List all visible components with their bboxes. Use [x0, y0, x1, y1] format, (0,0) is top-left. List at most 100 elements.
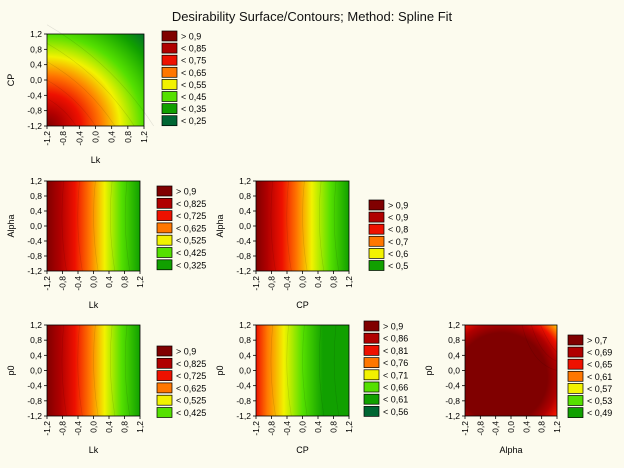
chart-4-legend-label: < 0,825 [176, 359, 206, 369]
chart-5-surface [256, 325, 349, 416]
chart-4-surface [47, 325, 140, 416]
chart-6-y-tick: -0,4 [445, 381, 460, 391]
chart-1-legend: > 0,9 < 0,85 < 0,75 < 0,65 < 0,55 < 0,45 < 0,3… [161, 30, 206, 126]
chart-2-legend-label: > 0,9 [176, 187, 196, 197]
chart-1-y-tick: 0,8 [30, 44, 42, 54]
chart-5-y-tick: 0,8 [239, 335, 251, 345]
chart-2-x-tick: 0,4 [104, 276, 114, 288]
chart-2-x-tick: 0,0 [89, 276, 99, 288]
chart-3-y-tick: 1,2 [239, 176, 251, 186]
chart-1-x-tick: -0,4 [74, 131, 84, 146]
chart-2-x-tick: -0,8 [58, 276, 68, 291]
chart-3-legend-swatch [368, 223, 385, 235]
chart-1-x-tick: 0,8 [123, 131, 133, 143]
chart-2-x-tick: 0,8 [120, 276, 130, 288]
chart-3-x-label: CP [296, 300, 309, 310]
chart-1-legend-swatch [161, 54, 178, 66]
chart-1-legend-swatch [161, 30, 178, 42]
chart-4-y-tick: 0,0 [30, 366, 42, 376]
chart-5-legend-label: < 0,76 [383, 358, 408, 368]
chart-1-legend-label: < 0,45 [181, 92, 206, 102]
chart-6-y-tick: 0,4 [448, 350, 460, 360]
chart-4-y-tick: -0,4 [27, 381, 42, 391]
chart-3-y-tick: -0,8 [236, 251, 251, 261]
chart-6-y-tick: 1,2 [448, 320, 460, 330]
chart-1-legend-label: > 0,9 [181, 32, 201, 42]
chart-1-y-label: CP [6, 74, 16, 87]
chart-3: -1,2-1,2 -0,8 -0,8 -0,4 -0,4 0,0 0,0 0,4 0,4 0,8 0… [215, 176, 408, 310]
chart-3-y-tick: -1,2 [236, 266, 251, 276]
chart-1-x-tick: 0,0 [91, 131, 101, 143]
chart-1-legend-swatch [161, 42, 178, 54]
chart-4-x-tick: -0,4 [73, 421, 83, 436]
chart-6-legend-swatch [567, 407, 584, 418]
chart-5-x-tick: 0,4 [313, 421, 323, 433]
figure-title: Desirability Surface/Contours; Method: S… [171, 9, 453, 24]
chart-5-legend-label: < 0,81 [383, 346, 408, 356]
chart-5-legend-swatch [363, 381, 380, 393]
chart-5-legend-label: < 0,61 [383, 395, 408, 405]
chart-2-legend-label: < 0,525 [176, 236, 206, 246]
chart-6-legend-swatch [567, 334, 584, 346]
chart-6-legend-label: > 0,7 [587, 336, 607, 346]
chart-2-legend-swatch [156, 247, 173, 258]
chart-2-x-tick: 1,2 [135, 276, 145, 288]
chart-4-legend-label: < 0,425 [176, 408, 206, 418]
chart-5-x-tick: -0,4 [282, 421, 292, 436]
chart-4-legend-swatch [156, 407, 173, 418]
chart-2-x-label: Lk [89, 300, 99, 310]
chart-4-x-tick: -0,8 [58, 421, 68, 436]
chart-1-x-tick: 0,4 [107, 131, 117, 143]
chart-5-y-label: p0 [215, 365, 225, 375]
chart-4-y-tick: -0,8 [27, 396, 42, 406]
chart-3-x-tick: 0,8 [329, 276, 339, 288]
chart-5-x-tick: 1,2 [344, 421, 354, 433]
chart-3-legend-label: < 0,6 [388, 249, 408, 259]
chart-6-x-tick: 0,4 [521, 421, 531, 433]
chart-1-y-tick: -0,8 [27, 106, 42, 116]
chart-5: -1,2-1,2 -0,8 -0,8 -0,4 -0,4 0,0 0,0 0,4 0,4 0,8 0… [215, 320, 408, 455]
chart-5-x-tick: -0,8 [267, 421, 277, 436]
chart-6-x-tick: -0,8 [475, 421, 485, 436]
chart-2-y-tick: -1,2 [27, 266, 42, 276]
chart-5-legend-swatch [363, 345, 380, 356]
chart-4-x-tick: -1,2 [42, 421, 52, 436]
chart-4-y-tick: 0,8 [30, 335, 42, 345]
chart-2-legend-label: < 0,825 [176, 199, 206, 209]
chart-5-y-tick: 0,0 [239, 366, 251, 376]
chart-1-y-tick: -0,4 [27, 90, 42, 100]
chart-4-legend-swatch [156, 382, 173, 394]
chart-6-legend-label: < 0,65 [587, 360, 612, 370]
chart-3-y-tick: 0,0 [239, 221, 251, 231]
chart-5-contour-lines [270, 324, 340, 417]
chart-6-contour-lines [521, 324, 558, 371]
chart-5-legend-label: < 0,56 [383, 407, 408, 417]
chart-5-legend-swatch [363, 369, 380, 381]
chart-6-legend: > 0,7 < 0,69 < 0,65 < 0,61 < 0,57 < 0,53 < 0,4… [567, 334, 612, 418]
chart-3-y-tick: 0,4 [239, 206, 251, 216]
chart-6-y-tick: 0,0 [448, 366, 460, 376]
chart-2-y-tick: 0,8 [30, 191, 42, 201]
chart-6-x-tick: 0,0 [506, 421, 516, 433]
chart-2-legend-label: < 0,625 [176, 223, 206, 233]
chart-1-legend-label: < 0,65 [181, 68, 206, 78]
chart-3-legend-swatch [368, 235, 385, 247]
chart-1-x-tick: -0,8 [58, 131, 68, 146]
chart-4-y-tick: -1,2 [27, 411, 42, 421]
chart-3-x-tick: -1,2 [251, 276, 261, 291]
chart-5-legend-swatch [363, 406, 380, 417]
chart-2-legend: > 0,9 < 0,825 < 0,725 < 0,625 < 0,525 < 0,425… [156, 185, 206, 270]
chart-6-legend-swatch [567, 395, 584, 406]
chart-2-legend-swatch [156, 210, 173, 221]
chart-1-x-tick: -1,2 [42, 131, 52, 146]
chart-4-x-tick: 0,4 [104, 421, 114, 433]
chart-1-legend-label: < 0,25 [181, 116, 206, 126]
chart-6-legend-swatch [567, 383, 584, 394]
chart-6-x-tick: -1,2 [460, 421, 470, 436]
chart-1-legend-label: < 0,35 [181, 104, 206, 114]
chart-5-legend-swatch [363, 332, 380, 344]
chart-3-x-tick: 1,2 [344, 276, 354, 288]
chart-2-y-tick: 0,4 [30, 206, 42, 216]
